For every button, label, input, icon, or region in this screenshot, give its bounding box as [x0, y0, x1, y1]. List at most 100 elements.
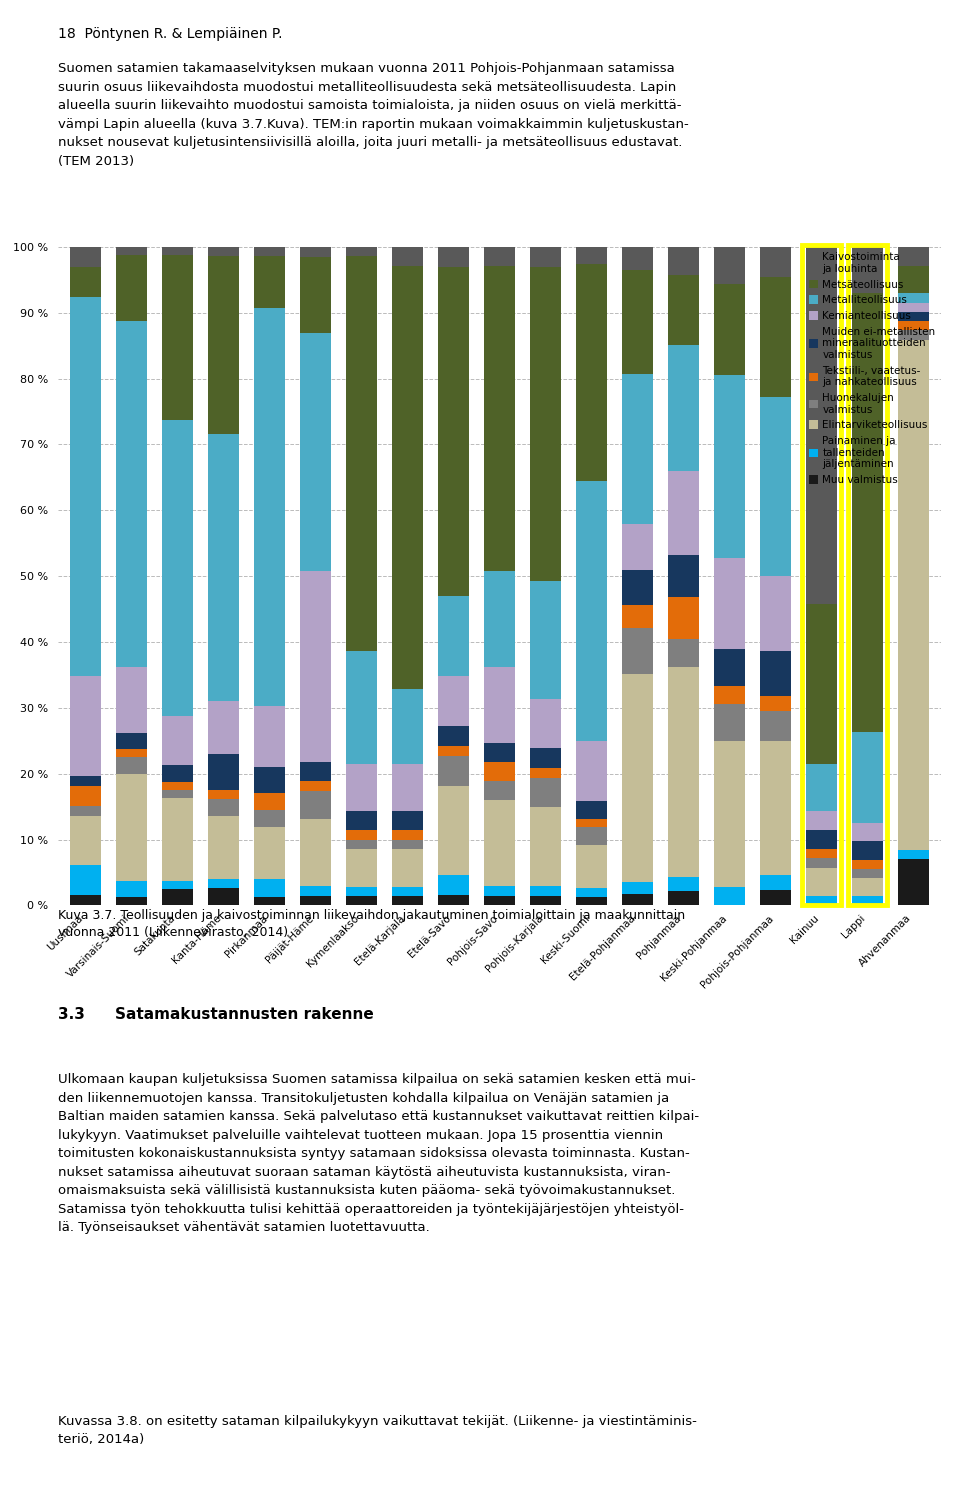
Bar	[530, 699, 561, 747]
Bar	[346, 896, 377, 905]
Bar	[207, 256, 239, 433]
Bar	[161, 889, 193, 905]
Bar	[161, 881, 193, 889]
Bar	[115, 247, 147, 256]
Bar	[852, 823, 883, 841]
Bar	[207, 878, 239, 887]
Bar	[69, 865, 101, 895]
Bar	[69, 785, 101, 806]
Bar	[115, 757, 147, 773]
Bar	[530, 581, 561, 699]
Bar	[898, 340, 929, 850]
Bar	[530, 769, 561, 778]
Bar	[253, 896, 285, 905]
Bar	[576, 845, 607, 887]
Text: 18  Pöntynen R. & Lempiäinen P.: 18 Pöntynen R. & Lempiäinen P.	[58, 27, 282, 41]
Bar	[667, 555, 699, 597]
Bar	[805, 859, 837, 868]
Bar	[667, 344, 699, 471]
Bar	[576, 896, 607, 905]
Bar	[484, 743, 515, 763]
Bar	[438, 596, 468, 675]
Bar	[69, 675, 101, 776]
Bar	[621, 893, 653, 905]
Bar	[253, 705, 285, 767]
Bar	[667, 247, 699, 275]
Bar	[253, 811, 285, 827]
Bar	[392, 886, 422, 896]
Bar	[69, 247, 101, 266]
Bar	[759, 696, 791, 711]
Bar	[805, 605, 837, 764]
Bar	[805, 896, 837, 905]
Bar	[530, 895, 561, 905]
Bar	[759, 890, 791, 905]
Bar	[898, 293, 929, 302]
Bar	[898, 266, 929, 293]
Bar	[759, 277, 791, 397]
Bar	[300, 886, 331, 896]
Bar	[346, 848, 377, 886]
Bar	[207, 754, 239, 790]
Bar	[805, 830, 837, 848]
Bar	[392, 811, 422, 830]
Bar	[392, 839, 422, 848]
Bar	[392, 830, 422, 839]
Bar	[346, 839, 377, 848]
Bar	[621, 883, 653, 893]
Bar	[161, 247, 193, 256]
Bar	[713, 284, 745, 374]
Bar	[852, 841, 883, 860]
Bar	[207, 887, 239, 905]
Text: Satamakustannusten rakenne: Satamakustannusten rakenne	[115, 1008, 373, 1023]
Bar	[300, 896, 331, 905]
Bar	[346, 886, 377, 896]
Bar	[161, 766, 193, 782]
Bar	[713, 374, 745, 558]
Bar	[576, 247, 607, 265]
Bar	[852, 896, 883, 905]
Bar	[115, 749, 147, 757]
Bar	[898, 302, 929, 311]
Bar	[392, 266, 422, 689]
Bar	[115, 898, 147, 905]
Bar	[253, 793, 285, 811]
Text: Kuva 3.7. Teollisuuden ja kaivostoiminnan liikevaihdon jakautuminen toimialoitta: Kuva 3.7. Teollisuuden ja kaivostoiminna…	[58, 908, 684, 938]
Bar	[667, 275, 699, 344]
Text: Kuvassa 3.8. on esitetty sataman kilpailukykyyn vaikuttavat tekijät. (Liikenne- : Kuvassa 3.8. on esitetty sataman kilpail…	[58, 1415, 696, 1447]
Bar	[346, 830, 377, 839]
Bar	[805, 764, 837, 811]
Bar	[898, 850, 929, 859]
Bar	[759, 576, 791, 651]
Bar	[530, 778, 561, 808]
Bar	[530, 808, 561, 886]
Bar	[300, 791, 331, 820]
Bar	[530, 886, 561, 895]
Bar	[759, 247, 791, 277]
Bar	[852, 293, 883, 731]
Bar	[576, 827, 607, 845]
Bar	[438, 266, 468, 596]
Bar	[621, 271, 653, 374]
Bar	[161, 716, 193, 766]
Bar	[852, 860, 883, 869]
Bar	[346, 651, 377, 764]
Bar	[805, 848, 837, 859]
Bar	[667, 668, 699, 877]
Bar	[346, 256, 377, 651]
Bar	[621, 247, 653, 271]
Bar	[69, 296, 101, 675]
Bar	[576, 887, 607, 896]
Bar	[576, 265, 607, 481]
Bar	[621, 629, 653, 674]
Bar	[300, 782, 331, 791]
Bar	[852, 247, 883, 293]
Bar	[253, 827, 285, 880]
Bar	[207, 790, 239, 799]
Bar	[69, 806, 101, 815]
Bar	[621, 570, 653, 605]
Bar	[392, 896, 422, 905]
Bar	[392, 689, 422, 764]
Bar	[759, 875, 791, 890]
Bar	[759, 711, 791, 741]
